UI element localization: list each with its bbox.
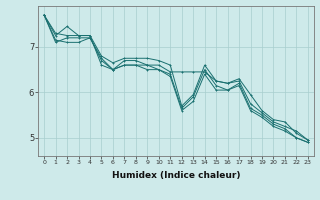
X-axis label: Humidex (Indice chaleur): Humidex (Indice chaleur) [112,171,240,180]
